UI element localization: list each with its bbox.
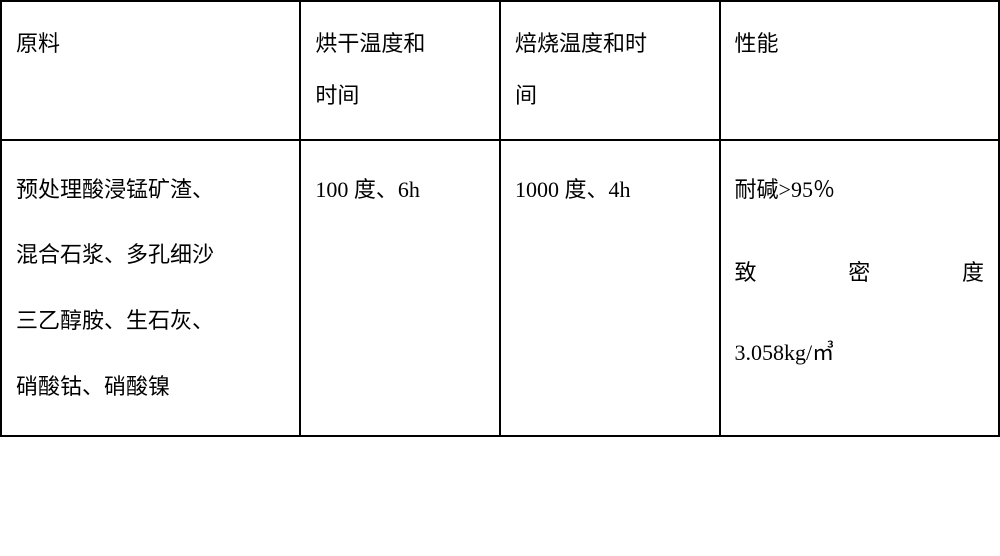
performance-line-2c: 度: [962, 242, 984, 304]
header-text-calcination-2: 间: [515, 72, 705, 120]
data-table: 原料 烘干温度和 时间 焙烧温度和时 间 性能 预处理酸浸锰矿渣、 混合石浆、多…: [0, 0, 1000, 437]
header-cell-drying: 烘干温度和 时间: [300, 1, 500, 140]
material-line-3: 三乙醇胺、生石灰、: [16, 290, 285, 352]
performance-line-2b: 密: [848, 242, 870, 304]
header-text-drying-2: 时间: [315, 72, 485, 120]
header-text-performance: 性能: [735, 31, 779, 56]
table-data-row: 预处理酸浸锰矿渣、 混合石浆、多孔细沙 三乙醇胺、生石灰、 硝酸钴、硝酸镍 10…: [1, 140, 999, 436]
performance-line-2: 致 密 度: [735, 242, 984, 304]
header-cell-performance: 性能: [720, 1, 999, 140]
data-cell-drying: 100 度、6h: [300, 140, 500, 436]
material-line-2: 混合石浆、多孔细沙: [16, 224, 285, 286]
performance-line-2a: 致: [735, 242, 757, 304]
header-text-material: 原料: [16, 31, 60, 56]
material-line-4: 硝酸钴、硝酸镍: [16, 356, 285, 418]
header-text-drying-1: 烘干温度和: [315, 20, 485, 68]
performance-line-3: 3.058kg/㎥: [735, 322, 984, 384]
header-cell-material: 原料: [1, 1, 300, 140]
header-cell-calcination: 焙烧温度和时 间: [500, 1, 720, 140]
data-cell-calcination: 1000 度、4h: [500, 140, 720, 436]
data-cell-performance: 耐碱>95％ 致 密 度 3.058kg/㎥: [720, 140, 999, 436]
drying-value: 100 度、6h: [315, 177, 420, 202]
table-header-row: 原料 烘干温度和 时间 焙烧温度和时 间 性能: [1, 1, 999, 140]
performance-line-1: 耐碱>95％: [735, 159, 984, 221]
calcination-value: 1000 度、4h: [515, 177, 631, 202]
table-container: 原料 烘干温度和 时间 焙烧温度和时 间 性能 预处理酸浸锰矿渣、 混合石浆、多…: [0, 0, 1000, 437]
material-line-1: 预处理酸浸锰矿渣、: [16, 159, 285, 221]
performance-block: 耐碱>95％ 致 密 度 3.058kg/㎥: [735, 159, 984, 384]
header-text-calcination-1: 焙烧温度和时: [515, 20, 705, 68]
data-cell-material: 预处理酸浸锰矿渣、 混合石浆、多孔细沙 三乙醇胺、生石灰、 硝酸钴、硝酸镍: [1, 140, 300, 436]
